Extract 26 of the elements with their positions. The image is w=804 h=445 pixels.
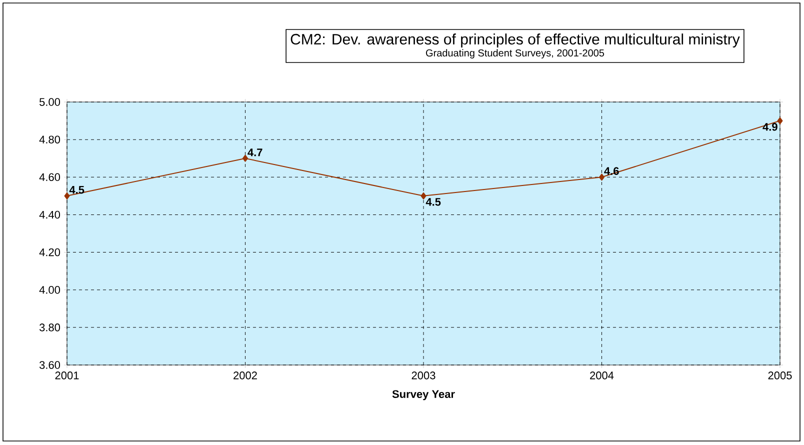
x-tick-label: 2005: [768, 372, 792, 380]
y-tick-label: 4.60: [39, 173, 60, 182]
data-label: 4.9: [762, 122, 778, 131]
x-tick-label: 2002: [234, 372, 257, 380]
y-tick-label: 4.20: [39, 248, 60, 256]
point: [777, 117, 783, 124]
y-tick-label: 5.00: [40, 98, 60, 106]
point: [64, 192, 70, 200]
point: [599, 174, 604, 181]
point: [420, 192, 426, 200]
y-tick-label: 4.80: [39, 136, 60, 144]
data-label: 4.6: [604, 167, 619, 175]
chart-subtitle: Graduating Student Surveys, 2001-2005: [426, 49, 604, 58]
y-tick-label: 3.60: [39, 361, 60, 369]
y-tick-label: 3.80: [39, 324, 60, 332]
data-label: 4.5: [69, 186, 84, 194]
x-axis-title: Survey Year: [392, 390, 455, 400]
y-tick-label: 4.00: [39, 286, 60, 294]
data-label: 4.7: [248, 148, 262, 156]
x-tick-label: 2004: [590, 372, 614, 380]
chart-title: CM2: Dev. awareness of principles of effective multicultural ministry: [290, 34, 740, 48]
point: [242, 154, 248, 162]
y-tick-label: 4.40: [39, 210, 60, 219]
x-tick-label: 2003: [412, 372, 436, 380]
data-label: 4.5: [426, 198, 441, 206]
x-tick-label: 2001: [55, 372, 79, 380]
